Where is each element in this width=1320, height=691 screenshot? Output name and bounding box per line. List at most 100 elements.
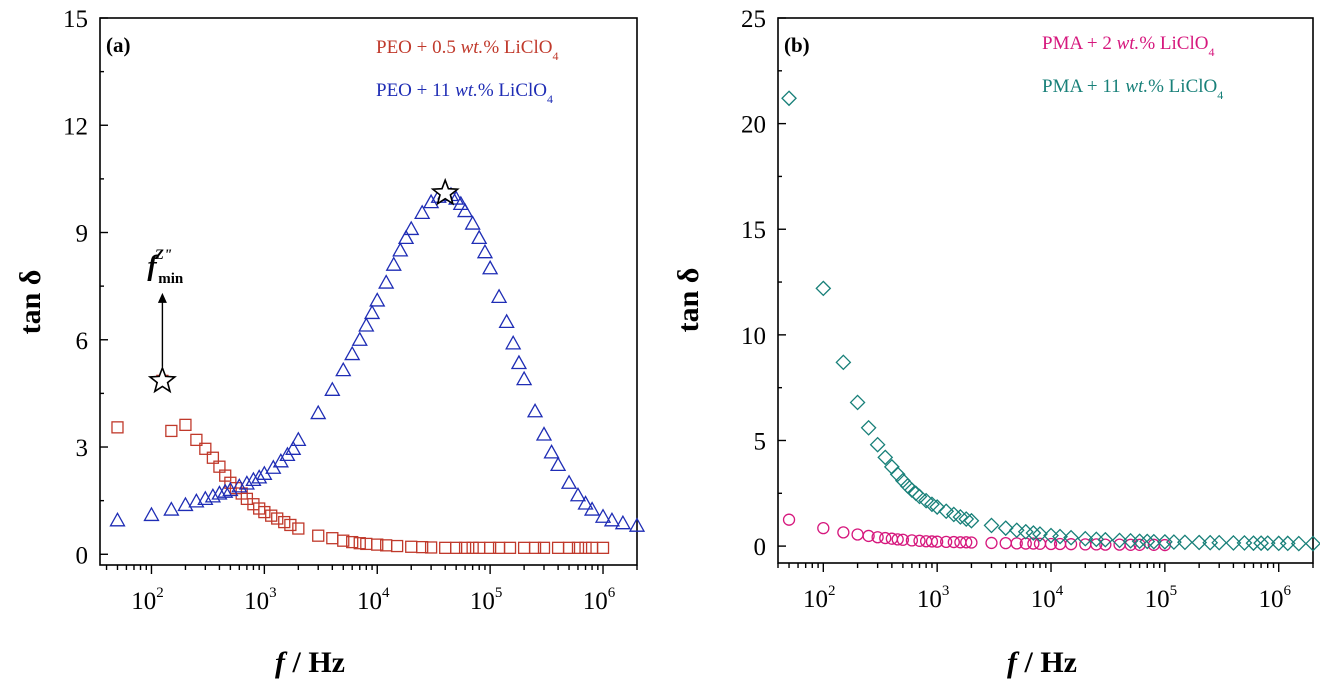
y-tick-label: 15 bbox=[741, 217, 766, 244]
data-point bbox=[358, 317, 375, 332]
legend-entry: PMA + 2 wt.% LiClO4 bbox=[1042, 33, 1214, 59]
data-point bbox=[1090, 538, 1103, 551]
annotation-fmin: fZ" min bbox=[147, 247, 183, 287]
data-point bbox=[217, 483, 234, 498]
data-point bbox=[925, 535, 939, 548]
data-point bbox=[837, 526, 850, 539]
x-tick-label: 106 bbox=[1258, 583, 1291, 613]
y-tick-label: 15 bbox=[63, 6, 88, 33]
data-point bbox=[535, 426, 553, 441]
data-point bbox=[849, 394, 866, 411]
data-point bbox=[835, 354, 852, 371]
data-point bbox=[965, 536, 978, 549]
data-point bbox=[983, 517, 1000, 534]
data-point bbox=[390, 539, 404, 553]
data-point bbox=[1064, 538, 1078, 551]
arrow-head-icon bbox=[157, 292, 167, 303]
data-point bbox=[1165, 534, 1182, 551]
x-axis-title: f / Hz bbox=[275, 646, 345, 679]
data-point bbox=[385, 256, 402, 271]
series-triangle bbox=[109, 184, 646, 532]
data-point bbox=[869, 436, 886, 453]
data-point bbox=[510, 354, 528, 370]
data-point bbox=[537, 541, 551, 554]
data-point bbox=[579, 541, 592, 554]
data-point bbox=[505, 335, 522, 350]
y-tick-label: 20 bbox=[741, 112, 766, 139]
data-point bbox=[163, 501, 180, 516]
data-point bbox=[1225, 535, 1242, 551]
data-point bbox=[940, 535, 953, 549]
data-point bbox=[292, 522, 305, 535]
data-point bbox=[471, 229, 488, 245]
data-point bbox=[911, 488, 928, 505]
data-point bbox=[351, 331, 368, 346]
data-point bbox=[952, 509, 969, 525]
data-point bbox=[958, 511, 975, 527]
panel-label: (b) bbox=[784, 33, 810, 57]
data-point bbox=[324, 381, 341, 396]
data-point bbox=[1139, 533, 1156, 550]
data-point bbox=[422, 193, 440, 209]
data-point bbox=[143, 506, 160, 522]
data-point bbox=[1177, 534, 1193, 551]
data-point bbox=[458, 541, 472, 554]
x-tick-label: 103 bbox=[244, 585, 277, 615]
data-point bbox=[284, 518, 297, 532]
data-point bbox=[371, 538, 384, 551]
y-tick-label: 9 bbox=[76, 221, 89, 248]
star-marker-icon bbox=[147, 365, 177, 394]
data-point bbox=[231, 478, 248, 493]
y-tick-label: 0 bbox=[76, 542, 89, 569]
data-point bbox=[1305, 535, 1320, 552]
data-point bbox=[483, 541, 497, 554]
data-point bbox=[877, 449, 894, 466]
data-point bbox=[596, 541, 610, 554]
y-tick-label: 6 bbox=[76, 328, 89, 355]
x-tick-label: 102 bbox=[803, 583, 836, 613]
data-point bbox=[490, 288, 508, 304]
data-point bbox=[577, 495, 594, 510]
series-circle bbox=[782, 513, 1172, 552]
data-point bbox=[614, 514, 632, 530]
data-point bbox=[528, 541, 542, 554]
x-tick-label: 104 bbox=[1031, 583, 1064, 613]
data-point bbox=[899, 477, 916, 494]
data-point bbox=[549, 456, 567, 472]
data-point bbox=[165, 424, 178, 438]
data-point bbox=[603, 511, 621, 527]
y-tick-label: 0 bbox=[754, 534, 767, 561]
data-point bbox=[503, 541, 517, 554]
data-point bbox=[466, 541, 479, 554]
data-point bbox=[1245, 535, 1262, 552]
series-diamond bbox=[781, 90, 1320, 552]
data-point bbox=[476, 243, 494, 259]
data-point bbox=[879, 531, 892, 545]
data-point bbox=[1279, 535, 1296, 552]
data-point bbox=[569, 486, 587, 502]
data-point bbox=[560, 474, 578, 489]
data-point bbox=[905, 534, 919, 547]
data-point bbox=[1079, 538, 1092, 551]
data-point bbox=[403, 220, 420, 236]
data-point bbox=[335, 361, 352, 377]
panel-label: (a) bbox=[106, 33, 131, 57]
y-axis-title: tan δ bbox=[672, 268, 705, 333]
y-axis-title: tan δ bbox=[14, 270, 47, 335]
y-tick-label: 10 bbox=[741, 323, 766, 350]
data-point bbox=[199, 442, 212, 455]
panel-a: 0 3 6 9 12 15 102 103 104 105 106 tan δ f / Hz (a) PEO… bbox=[14, 6, 646, 679]
data-point bbox=[424, 541, 438, 554]
data-point bbox=[211, 485, 228, 500]
data-point bbox=[947, 535, 960, 549]
data-point bbox=[891, 533, 904, 546]
data-point bbox=[190, 433, 203, 447]
data-point bbox=[473, 541, 486, 554]
data-point bbox=[271, 512, 284, 525]
y-tick-label: 3 bbox=[76, 435, 89, 462]
data-point bbox=[360, 537, 373, 551]
data-point bbox=[817, 521, 830, 535]
data-point bbox=[416, 540, 429, 554]
data-point bbox=[1259, 535, 1276, 552]
data-point bbox=[562, 541, 576, 554]
